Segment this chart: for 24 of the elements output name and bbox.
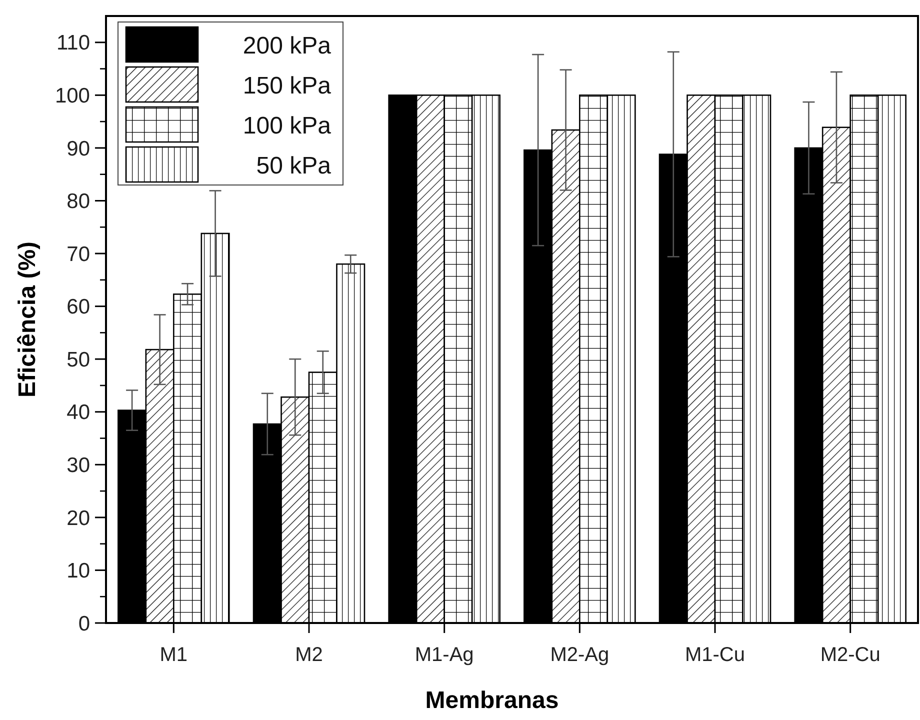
y-tick-label: 90 — [66, 137, 90, 160]
legend-label: 150 kPa — [242, 72, 332, 100]
text: 50 kPa — [250, 152, 332, 180]
x-tick-label: M1 — [160, 644, 188, 666]
x-tick-label: M1-Cu — [684, 644, 746, 666]
y-tick-label: 0 — [78, 612, 90, 636]
y-tick-label: 70 — [66, 242, 90, 266]
y-tick-label: 10 — [66, 560, 90, 583]
x-tick-label: M1-Ag — [414, 644, 474, 666]
x-tick-label: M2-Cu — [820, 644, 880, 666]
y-tick-label: 80 — [66, 190, 90, 214]
y-tick-label: 110 — [56, 32, 90, 55]
x-tick-label: M2 — [295, 644, 323, 666]
y-tick-label: 30 — [66, 454, 90, 477]
y-tick-label: 20 — [66, 506, 90, 530]
y-tick-label: 60 — [66, 296, 90, 319]
y-axis-title: Eficiência (%) — [14, 241, 41, 398]
legend-label: 200 kPa — [242, 32, 332, 60]
x-tick-label: M2-Ag — [550, 644, 610, 666]
x-axis-title: Membranas — [425, 687, 559, 714]
y-tick-label: 40 — [66, 401, 90, 424]
y-tick-label: 100 — [54, 84, 90, 108]
y-tick-label: 50 — [66, 348, 90, 372]
legend-label: 100 kPa — [242, 112, 332, 140]
